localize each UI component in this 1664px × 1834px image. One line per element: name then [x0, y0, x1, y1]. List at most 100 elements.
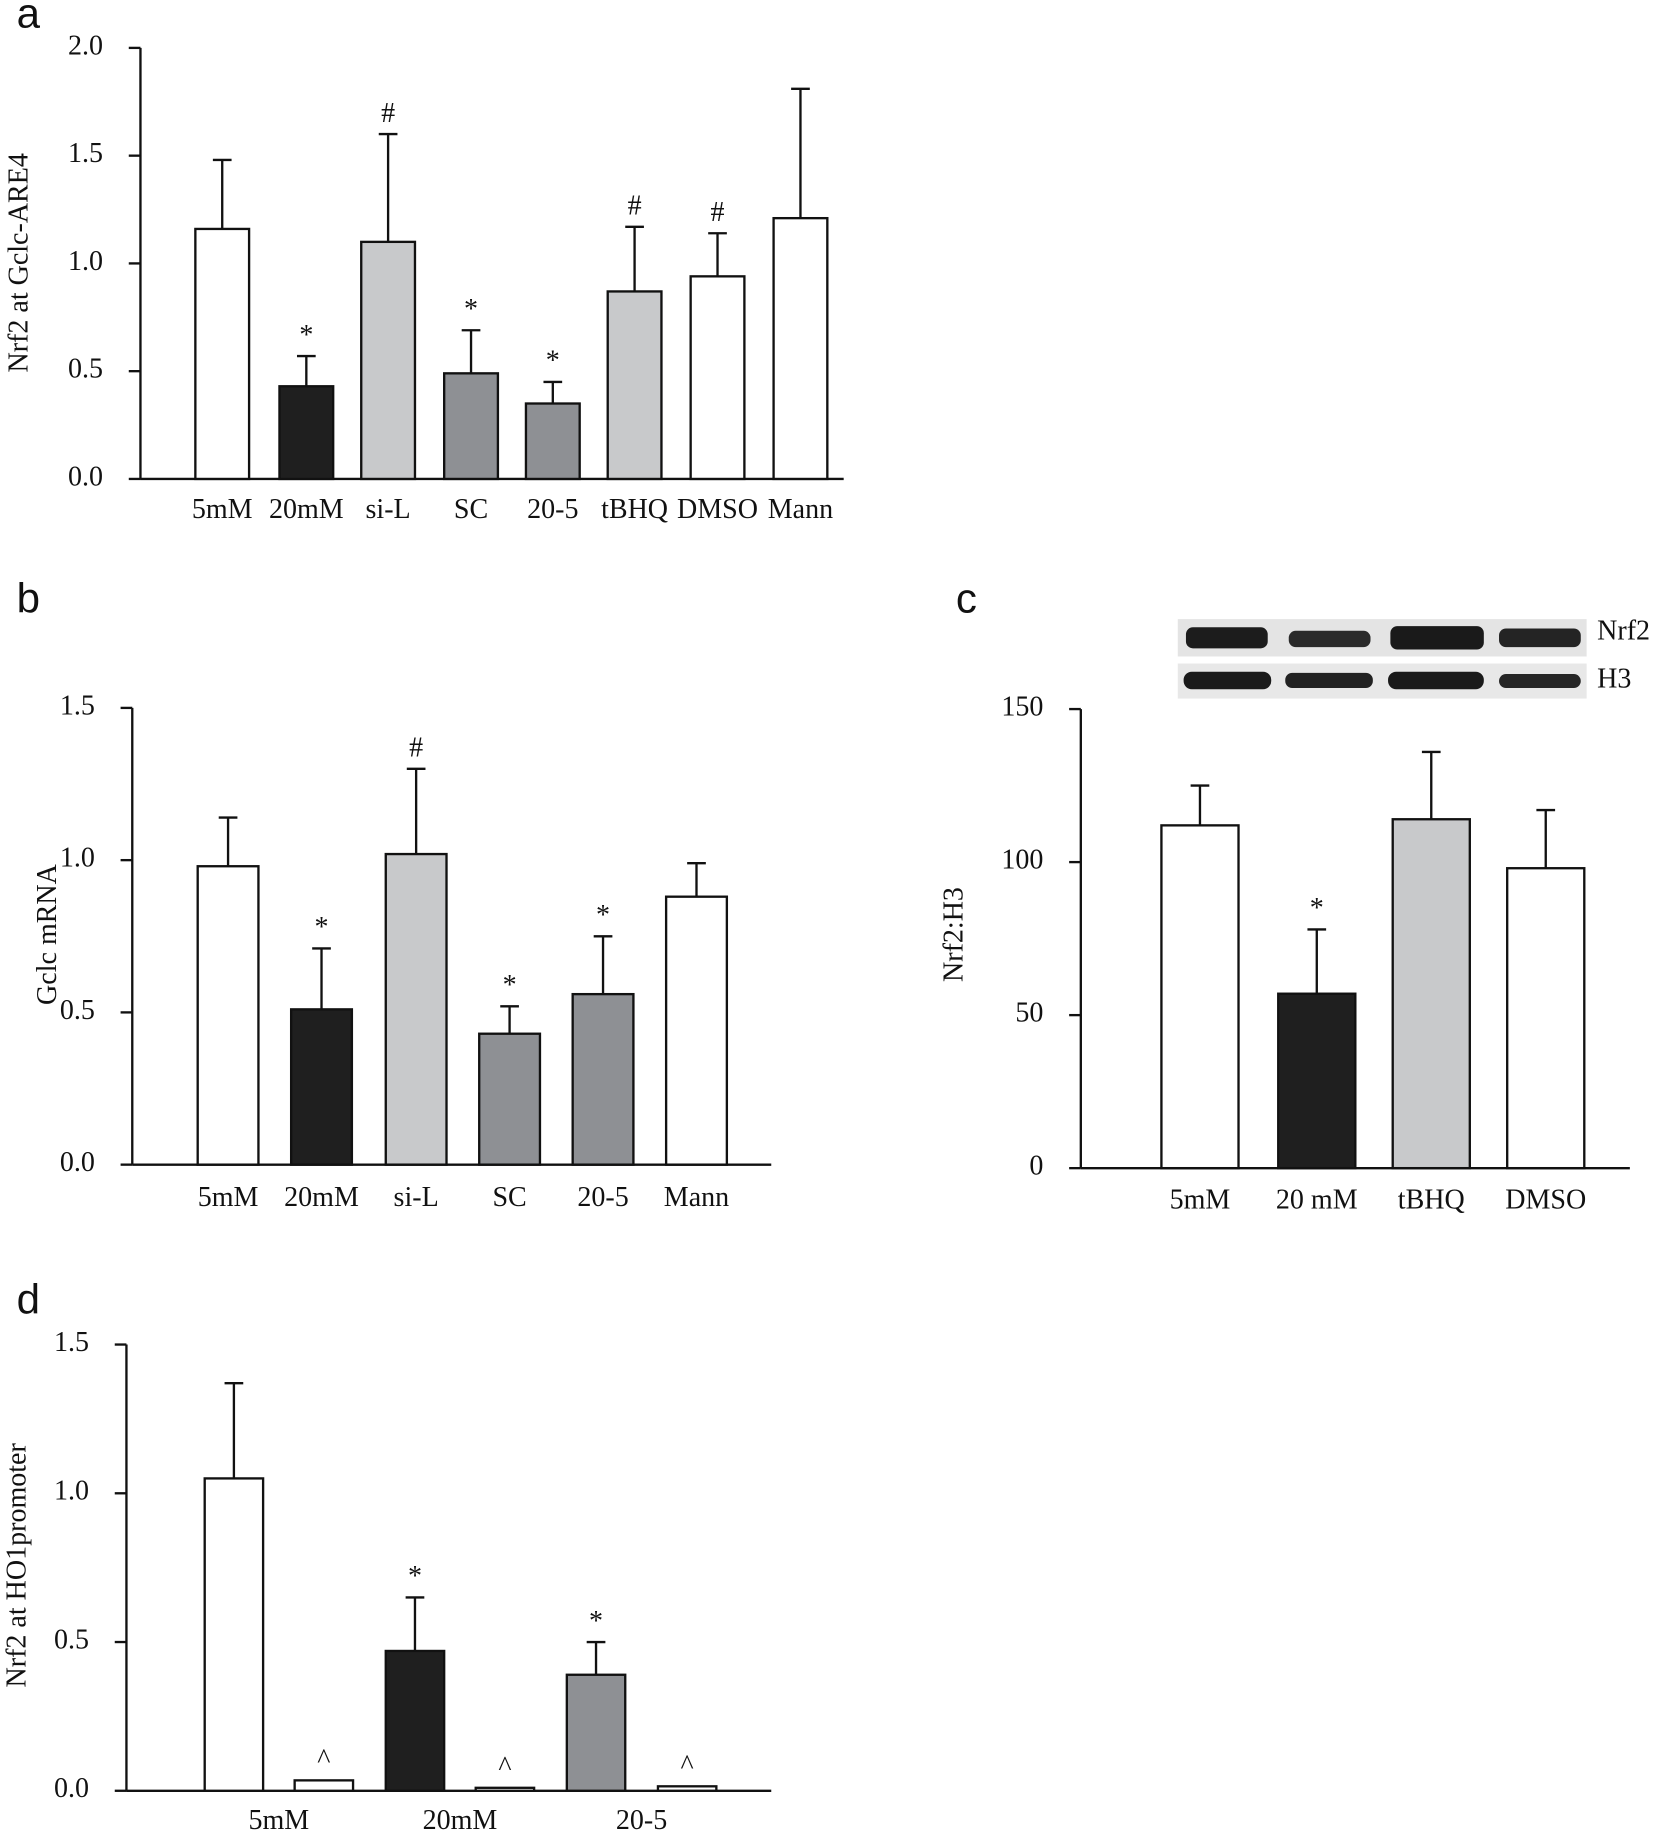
- y-tick-label: 1.5: [54, 1327, 89, 1358]
- y-tick-label: 1.0: [54, 1476, 89, 1507]
- y-axis-label: Gclc mRNA: [32, 863, 63, 1005]
- x-tick-label: Mann: [768, 494, 833, 525]
- x-tick-label: DMSO: [1505, 1184, 1586, 1215]
- blot-label: H3: [1597, 663, 1631, 694]
- error-bar: [212, 158, 232, 229]
- significance-marker: *: [546, 346, 560, 377]
- y-tick-label: 0.0: [68, 461, 103, 492]
- panel-label: c: [956, 575, 977, 622]
- bar: [664, 895, 729, 1166]
- significance-marker: ^: [317, 1744, 330, 1775]
- x-tick-label: 5mM: [192, 494, 253, 525]
- error-bar: [791, 87, 810, 219]
- significance-marker: *: [596, 900, 610, 931]
- bar: [656, 1785, 718, 1792]
- significance-marker: *: [299, 320, 313, 351]
- bar: [478, 1032, 542, 1166]
- y-tick-label: 1.5: [60, 690, 95, 721]
- significance-marker: #: [381, 98, 395, 129]
- significance-marker: *: [589, 1606, 603, 1637]
- x-tick-label: si-L: [394, 1182, 439, 1213]
- bar: [293, 1779, 355, 1792]
- bar: [565, 1673, 627, 1792]
- error-bar: [625, 225, 644, 292]
- bar: [772, 216, 829, 481]
- y-tick-label: 0.0: [54, 1773, 89, 1804]
- significance-marker: ^: [681, 1750, 694, 1781]
- x-tick-label: 5mM: [249, 1805, 310, 1834]
- western-blot: [1177, 619, 1587, 699]
- panel-label: d: [17, 1276, 40, 1323]
- bar: [196, 865, 260, 1166]
- x-tick-label: si-L: [366, 494, 411, 525]
- bar: [606, 290, 663, 481]
- bar: [443, 372, 500, 481]
- error-bar: [1190, 784, 1210, 826]
- bar: [1160, 824, 1240, 1170]
- y-tick-label: 0.5: [54, 1624, 89, 1655]
- bar: [289, 1008, 354, 1166]
- y-axis-label: Nrf2 at Gclc-ARE4: [4, 153, 35, 372]
- bar: [571, 992, 635, 1166]
- x-tick-label: 20-5: [577, 1182, 628, 1213]
- y-tick-label: 50: [1015, 998, 1043, 1029]
- y-tick-label: 150: [1001, 692, 1043, 723]
- x-tick-label: SC: [454, 494, 488, 525]
- error-bar: [406, 767, 426, 855]
- error-bar: [405, 1596, 425, 1651]
- bar: [474, 1786, 536, 1792]
- bar: [194, 227, 251, 481]
- y-tick-label: 0.5: [60, 995, 95, 1026]
- y-tick-label: 1.0: [68, 246, 103, 277]
- panel-label: b: [17, 575, 40, 622]
- error-bar: [1536, 808, 1556, 869]
- y-axis-label: Nrf2 at HO1promoter: [1, 1443, 32, 1688]
- error-bar: [296, 354, 316, 387]
- x-tick-label: 20 mM: [1276, 1184, 1358, 1215]
- bar: [524, 402, 581, 481]
- error-bar: [500, 1005, 519, 1034]
- x-tick-label: 20mM: [423, 1805, 498, 1834]
- error-bar: [687, 862, 706, 897]
- x-tick-label: 5mM: [1170, 1184, 1231, 1215]
- x-tick-label: DMSO: [677, 494, 758, 525]
- y-tick-label: 0.0: [60, 1147, 95, 1178]
- error-bar: [461, 329, 481, 374]
- y-tick-label: 1.0: [60, 843, 95, 874]
- significance-marker: *: [503, 970, 517, 1001]
- x-tick-label: 20-5: [616, 1805, 667, 1834]
- significance-marker: ^: [498, 1752, 511, 1783]
- bar: [1277, 992, 1357, 1170]
- bar: [203, 1477, 265, 1792]
- x-tick-label: SC: [492, 1182, 526, 1213]
- x-tick-label: 20mM: [284, 1182, 359, 1213]
- y-tick-label: 0.5: [68, 354, 103, 385]
- error-bar: [1307, 928, 1327, 994]
- error-bar: [593, 935, 613, 995]
- y-tick-label: 0: [1029, 1151, 1043, 1182]
- bar: [384, 1649, 446, 1792]
- bar: [384, 852, 448, 1166]
- x-tick-label: 20-5: [527, 494, 578, 525]
- error-bar: [378, 132, 398, 242]
- bar: [1391, 818, 1471, 1170]
- blot-label: Nrf2: [1597, 616, 1650, 647]
- x-tick-label: tBHQ: [601, 494, 668, 525]
- bar: [360, 240, 417, 481]
- bar: [1506, 867, 1586, 1170]
- significance-marker: *: [315, 912, 329, 943]
- significance-marker: #: [409, 733, 423, 764]
- y-tick-label: 1.5: [68, 138, 103, 169]
- error-bar: [708, 232, 727, 277]
- x-tick-label: 5mM: [198, 1182, 259, 1213]
- significance-marker: *: [408, 1561, 422, 1592]
- x-tick-label: 20mM: [269, 494, 344, 525]
- error-bar: [218, 816, 238, 867]
- y-tick-label: 100: [1001, 845, 1043, 876]
- error-bar: [543, 380, 563, 404]
- error-bar: [312, 947, 331, 1010]
- error-bar: [224, 1382, 244, 1479]
- y-axis-label: Nrf2:H3: [938, 887, 969, 982]
- significance-marker: *: [464, 294, 478, 325]
